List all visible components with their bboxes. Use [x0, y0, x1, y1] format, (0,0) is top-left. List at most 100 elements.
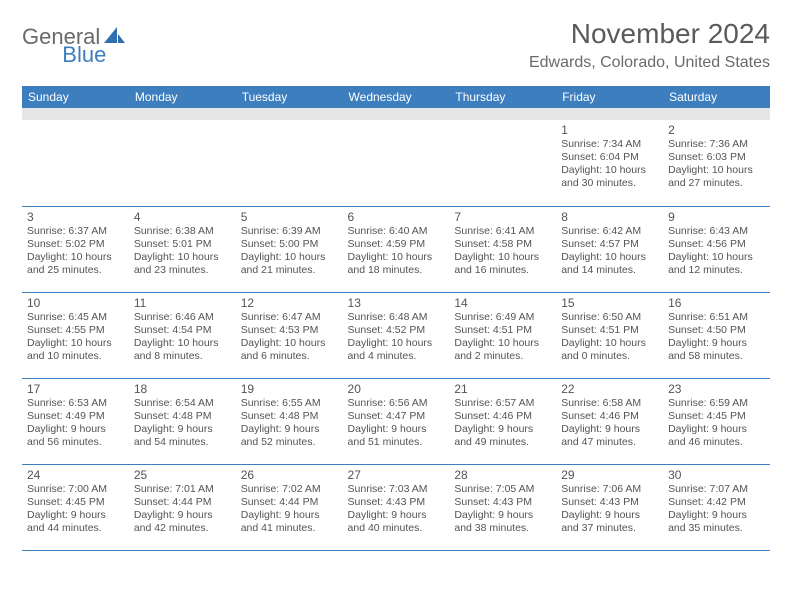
week-row: 17Sunrise: 6:53 AMSunset: 4:49 PMDayligh…	[22, 378, 770, 464]
day-cell: 16Sunrise: 6:51 AMSunset: 4:50 PMDayligh…	[663, 292, 770, 378]
day-info: Sunrise: 7:36 AMSunset: 6:03 PMDaylight:…	[668, 138, 765, 191]
day-info: Sunrise: 7:05 AMSunset: 4:43 PMDaylight:…	[454, 483, 551, 536]
day-cell: 23Sunrise: 6:59 AMSunset: 4:45 PMDayligh…	[663, 378, 770, 464]
day-cell: 28Sunrise: 7:05 AMSunset: 4:43 PMDayligh…	[449, 464, 556, 550]
logo-sail-icon	[104, 26, 126, 49]
day-number: 10	[27, 296, 124, 310]
day-cell: 15Sunrise: 6:50 AMSunset: 4:51 PMDayligh…	[556, 292, 663, 378]
day-info: Sunrise: 6:40 AMSunset: 4:59 PMDaylight:…	[348, 225, 445, 278]
day-cell: 2Sunrise: 7:36 AMSunset: 6:03 PMDaylight…	[663, 120, 770, 206]
day-cell: 19Sunrise: 6:55 AMSunset: 4:48 PMDayligh…	[236, 378, 343, 464]
day-number: 23	[668, 382, 765, 396]
day-info: Sunrise: 6:54 AMSunset: 4:48 PMDaylight:…	[134, 397, 231, 450]
day-cell: 29Sunrise: 7:06 AMSunset: 4:43 PMDayligh…	[556, 464, 663, 550]
day-number: 8	[561, 210, 658, 224]
week-row: 10Sunrise: 6:45 AMSunset: 4:55 PMDayligh…	[22, 292, 770, 378]
day-info: Sunrise: 6:37 AMSunset: 5:02 PMDaylight:…	[27, 225, 124, 278]
day-number: 2	[668, 123, 765, 137]
day-cell: 12Sunrise: 6:47 AMSunset: 4:53 PMDayligh…	[236, 292, 343, 378]
day-cell	[449, 120, 556, 206]
day-cell: 26Sunrise: 7:02 AMSunset: 4:44 PMDayligh…	[236, 464, 343, 550]
weekday-header-row: Sunday Monday Tuesday Wednesday Thursday…	[22, 86, 770, 108]
day-info: Sunrise: 7:01 AMSunset: 4:44 PMDaylight:…	[134, 483, 231, 536]
day-cell: 11Sunrise: 6:46 AMSunset: 4:54 PMDayligh…	[129, 292, 236, 378]
spacer-row	[22, 108, 770, 120]
day-number: 4	[134, 210, 231, 224]
day-number: 14	[454, 296, 551, 310]
day-info: Sunrise: 6:41 AMSunset: 4:58 PMDaylight:…	[454, 225, 551, 278]
day-number: 22	[561, 382, 658, 396]
day-cell	[129, 120, 236, 206]
day-number: 26	[241, 468, 338, 482]
day-info: Sunrise: 6:51 AMSunset: 4:50 PMDaylight:…	[668, 311, 765, 364]
weekday-header: Friday	[556, 86, 663, 108]
day-info: Sunrise: 6:57 AMSunset: 4:46 PMDaylight:…	[454, 397, 551, 450]
day-cell: 5Sunrise: 6:39 AMSunset: 5:00 PMDaylight…	[236, 206, 343, 292]
day-cell: 4Sunrise: 6:38 AMSunset: 5:01 PMDaylight…	[129, 206, 236, 292]
day-number: 5	[241, 210, 338, 224]
day-cell: 25Sunrise: 7:01 AMSunset: 4:44 PMDayligh…	[129, 464, 236, 550]
day-number: 30	[668, 468, 765, 482]
day-info: Sunrise: 6:56 AMSunset: 4:47 PMDaylight:…	[348, 397, 445, 450]
day-cell: 24Sunrise: 7:00 AMSunset: 4:45 PMDayligh…	[22, 464, 129, 550]
day-number: 16	[668, 296, 765, 310]
day-number: 24	[27, 468, 124, 482]
day-info: Sunrise: 6:43 AMSunset: 4:56 PMDaylight:…	[668, 225, 765, 278]
day-cell	[22, 120, 129, 206]
day-cell: 3Sunrise: 6:37 AMSunset: 5:02 PMDaylight…	[22, 206, 129, 292]
day-info: Sunrise: 6:46 AMSunset: 4:54 PMDaylight:…	[134, 311, 231, 364]
day-cell: 18Sunrise: 6:54 AMSunset: 4:48 PMDayligh…	[129, 378, 236, 464]
day-number: 15	[561, 296, 658, 310]
day-info: Sunrise: 6:47 AMSunset: 4:53 PMDaylight:…	[241, 311, 338, 364]
day-info: Sunrise: 7:00 AMSunset: 4:45 PMDaylight:…	[27, 483, 124, 536]
day-info: Sunrise: 7:34 AMSunset: 6:04 PMDaylight:…	[561, 138, 658, 191]
day-number: 1	[561, 123, 658, 137]
day-number: 27	[348, 468, 445, 482]
day-number: 21	[454, 382, 551, 396]
day-info: Sunrise: 6:58 AMSunset: 4:46 PMDaylight:…	[561, 397, 658, 450]
day-cell: 1Sunrise: 7:34 AMSunset: 6:04 PMDaylight…	[556, 120, 663, 206]
day-info: Sunrise: 7:03 AMSunset: 4:43 PMDaylight:…	[348, 483, 445, 536]
logo: General Blue	[22, 18, 172, 50]
day-number: 28	[454, 468, 551, 482]
day-cell: 14Sunrise: 6:49 AMSunset: 4:51 PMDayligh…	[449, 292, 556, 378]
location-subtitle: Edwards, Colorado, United States	[529, 54, 770, 72]
day-info: Sunrise: 7:06 AMSunset: 4:43 PMDaylight:…	[561, 483, 658, 536]
day-cell: 8Sunrise: 6:42 AMSunset: 4:57 PMDaylight…	[556, 206, 663, 292]
day-cell	[343, 120, 450, 206]
day-info: Sunrise: 7:02 AMSunset: 4:44 PMDaylight:…	[241, 483, 338, 536]
weekday-header: Thursday	[449, 86, 556, 108]
day-number: 25	[134, 468, 231, 482]
day-info: Sunrise: 6:42 AMSunset: 4:57 PMDaylight:…	[561, 225, 658, 278]
day-cell: 21Sunrise: 6:57 AMSunset: 4:46 PMDayligh…	[449, 378, 556, 464]
week-row: 1Sunrise: 7:34 AMSunset: 6:04 PMDaylight…	[22, 120, 770, 206]
day-number: 7	[454, 210, 551, 224]
day-number: 29	[561, 468, 658, 482]
day-number: 20	[348, 382, 445, 396]
day-info: Sunrise: 6:45 AMSunset: 4:55 PMDaylight:…	[27, 311, 124, 364]
day-number: 3	[27, 210, 124, 224]
weekday-header: Monday	[129, 86, 236, 108]
day-cell: 13Sunrise: 6:48 AMSunset: 4:52 PMDayligh…	[343, 292, 450, 378]
day-cell: 9Sunrise: 6:43 AMSunset: 4:56 PMDaylight…	[663, 206, 770, 292]
day-cell: 17Sunrise: 6:53 AMSunset: 4:49 PMDayligh…	[22, 378, 129, 464]
header: General Blue November 2024 Edwards, Colo…	[22, 18, 770, 72]
day-number: 6	[348, 210, 445, 224]
week-row: 3Sunrise: 6:37 AMSunset: 5:02 PMDaylight…	[22, 206, 770, 292]
day-number: 12	[241, 296, 338, 310]
day-cell: 27Sunrise: 7:03 AMSunset: 4:43 PMDayligh…	[343, 464, 450, 550]
day-info: Sunrise: 6:59 AMSunset: 4:45 PMDaylight:…	[668, 397, 765, 450]
weekday-header: Tuesday	[236, 86, 343, 108]
day-info: Sunrise: 6:55 AMSunset: 4:48 PMDaylight:…	[241, 397, 338, 450]
day-cell: 10Sunrise: 6:45 AMSunset: 4:55 PMDayligh…	[22, 292, 129, 378]
calendar-table: Sunday Monday Tuesday Wednesday Thursday…	[22, 86, 770, 551]
day-cell: 7Sunrise: 6:41 AMSunset: 4:58 PMDaylight…	[449, 206, 556, 292]
month-title: November 2024	[529, 18, 770, 50]
day-cell: 30Sunrise: 7:07 AMSunset: 4:42 PMDayligh…	[663, 464, 770, 550]
day-info: Sunrise: 7:07 AMSunset: 4:42 PMDaylight:…	[668, 483, 765, 536]
day-cell: 20Sunrise: 6:56 AMSunset: 4:47 PMDayligh…	[343, 378, 450, 464]
day-cell	[236, 120, 343, 206]
logo-text-blue: Blue	[62, 42, 106, 68]
week-row: 24Sunrise: 7:00 AMSunset: 4:45 PMDayligh…	[22, 464, 770, 550]
day-number: 18	[134, 382, 231, 396]
